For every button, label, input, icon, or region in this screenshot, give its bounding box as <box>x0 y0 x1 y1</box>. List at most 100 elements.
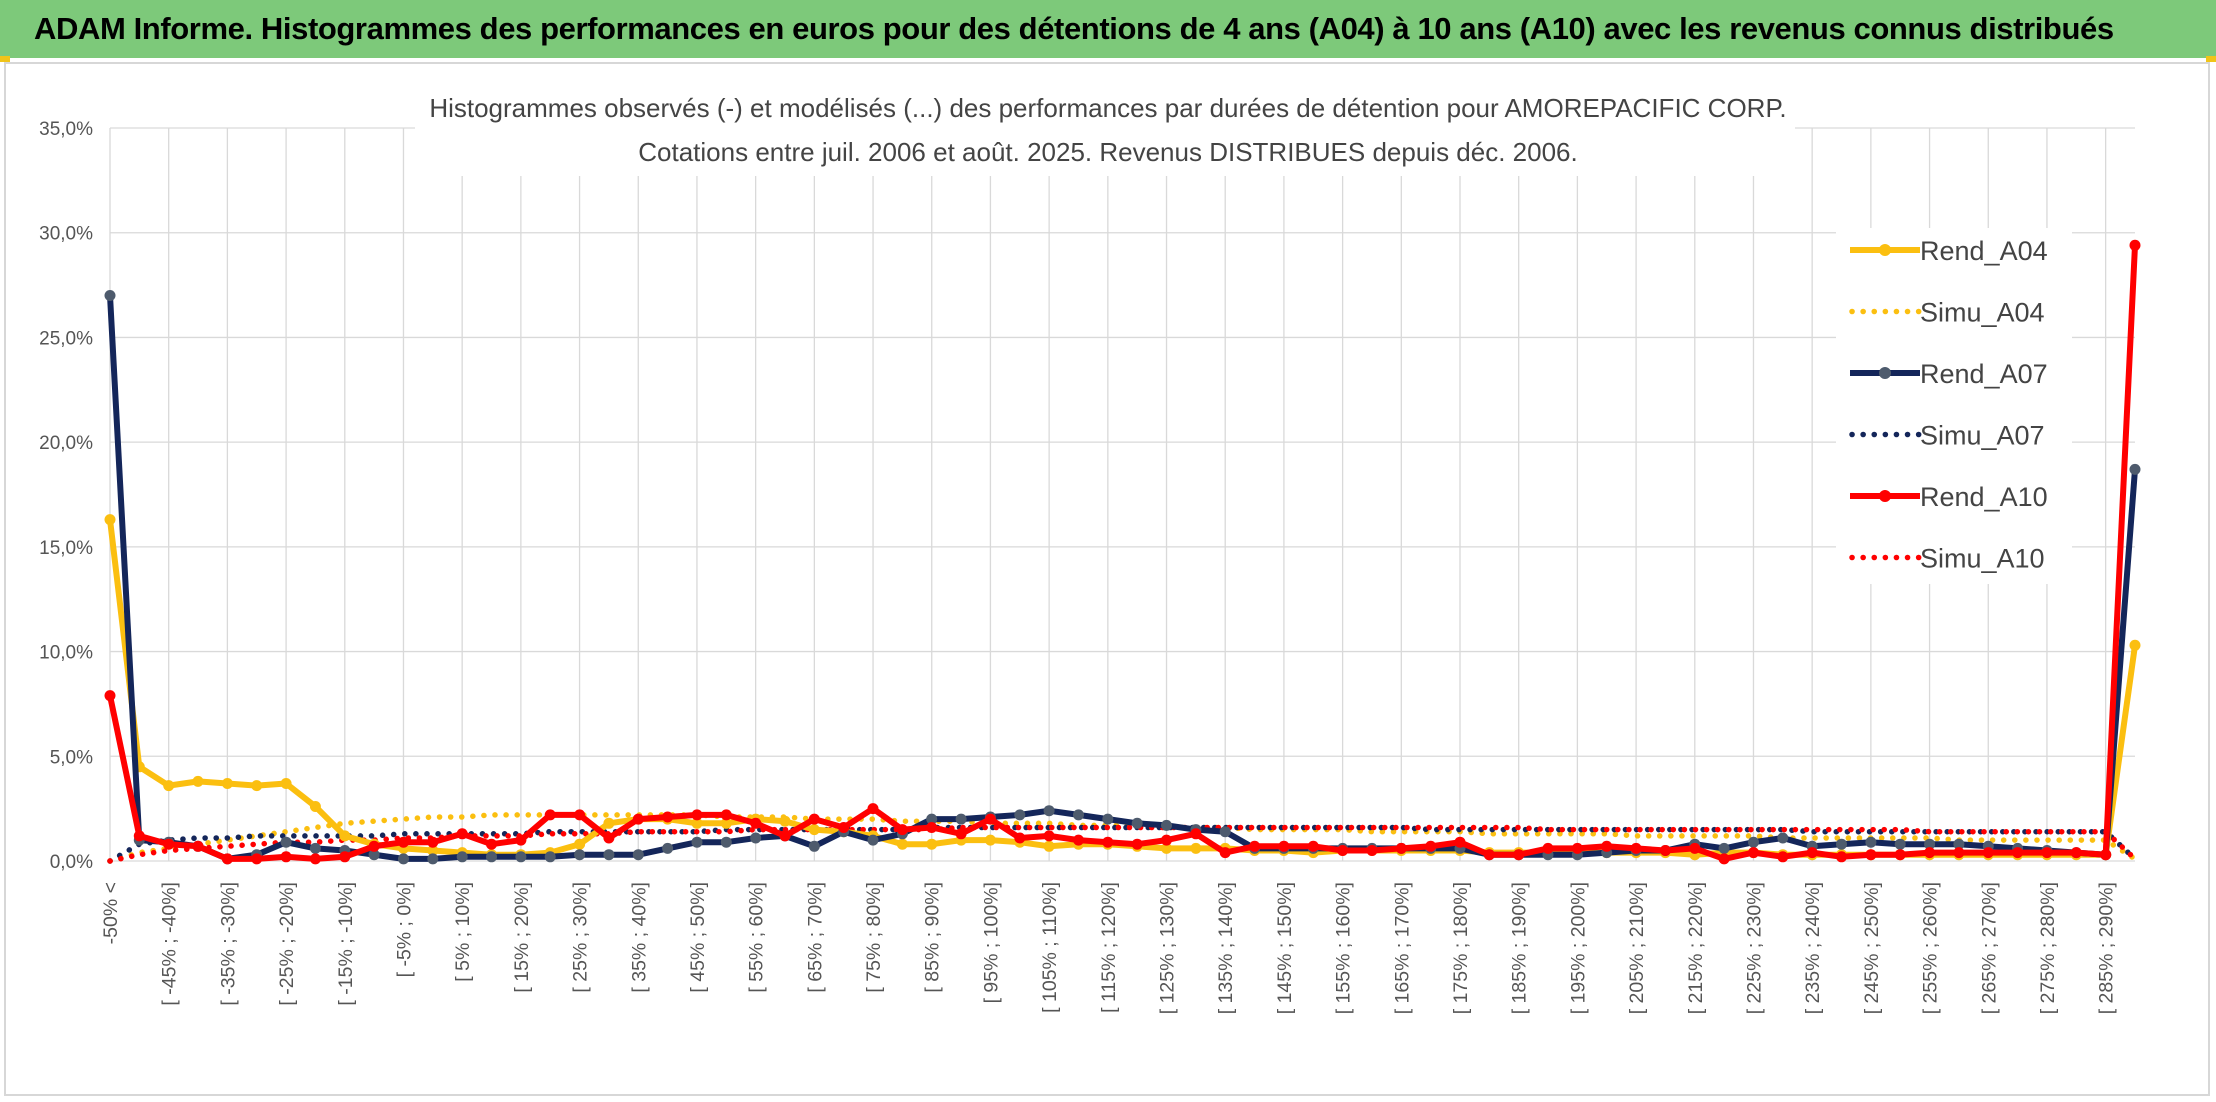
chart-title: Histogrammes observés (-) et modélisés (… <box>429 93 1786 123</box>
corner-mark-right <box>2206 56 2216 62</box>
data-point <box>104 290 116 301</box>
data-point <box>309 842 321 854</box>
data-point <box>1307 840 1319 852</box>
x-tick-label: [ 105% ; 110%] <box>1039 882 1061 1013</box>
x-tick-label: [ 235% ; 240%] <box>1802 882 1824 1014</box>
data-point <box>1131 817 1143 829</box>
x-tick-label: [ -15% ; -10%] <box>335 882 357 1006</box>
data-point <box>1014 809 1026 821</box>
data-point <box>1894 838 1906 850</box>
data-point <box>926 838 938 850</box>
data-point <box>163 838 175 850</box>
x-tick-label: [ 45% ; 50%] <box>687 882 709 993</box>
chart-subtitle: Cotations entre juil. 2006 et août. 2025… <box>638 137 1577 167</box>
data-point <box>720 836 732 848</box>
data-point <box>1924 838 1936 850</box>
x-tick-label: [ 55% ; 60%] <box>746 882 768 993</box>
data-point <box>779 830 791 842</box>
data-point <box>984 813 996 825</box>
series-rend-a04 <box>104 514 2141 861</box>
data-point <box>2100 849 2112 861</box>
data-point <box>603 832 615 844</box>
data-point <box>515 834 527 846</box>
data-point <box>1748 847 1759 859</box>
y-tick-label: 5,0% <box>50 747 93 768</box>
data-point <box>1161 819 1172 831</box>
series-rend-a10 <box>104 239 2141 865</box>
x-tick-label: [ 125% ; 130%] <box>1157 882 1179 1014</box>
data-point <box>1190 842 1202 854</box>
data-point <box>1073 809 1084 821</box>
data-point <box>2129 463 2141 475</box>
data-point <box>1718 842 1730 854</box>
data-point <box>574 849 586 861</box>
x-tick-label: [ 75% ; 80%] <box>863 882 885 993</box>
x-tick-label: [ 85% ; 90%] <box>922 882 944 993</box>
data-point <box>632 849 644 861</box>
series-line <box>107 295 2138 862</box>
x-tick-label: [ 255% ; 260%] <box>1920 882 1942 1014</box>
data-point <box>984 834 996 846</box>
data-point <box>1102 813 1114 825</box>
data-point <box>1219 847 1231 859</box>
chart-frame <box>4 62 2210 1096</box>
data-point <box>603 849 615 861</box>
data-point <box>192 840 204 852</box>
data-point <box>104 690 116 702</box>
data-point <box>1836 851 1847 863</box>
data-point <box>1865 849 1877 861</box>
data-point <box>691 809 703 821</box>
series-simu-a07 <box>107 824 2138 864</box>
data-point <box>427 853 439 865</box>
report-banner: ADAM Informe. Histogrammes des performan… <box>0 0 2216 58</box>
data-point <box>808 824 820 836</box>
legend-label: Simu_A10 <box>1920 544 2045 574</box>
data-point <box>251 853 263 865</box>
data-point <box>1043 830 1055 842</box>
data-point <box>309 853 321 865</box>
data-point <box>808 840 820 852</box>
data-point <box>1836 838 1847 850</box>
data-point <box>280 836 292 848</box>
x-tick-label: [ -35% ; -30%] <box>217 882 239 1006</box>
data-point <box>1953 838 1965 850</box>
x-tick-label: [ 35% ; 40%] <box>628 882 650 993</box>
x-tick-label: [ 115% ; 120%] <box>1098 882 1120 1013</box>
y-tick-label: 30,0% <box>39 224 93 245</box>
data-point <box>1190 828 1202 840</box>
data-point <box>1337 845 1349 856</box>
corner-mark-left <box>0 56 10 62</box>
chart-title-background <box>415 84 1795 176</box>
data-point <box>1043 840 1055 852</box>
data-point <box>838 822 850 833</box>
legend-label: Rend_A04 <box>1920 236 2048 266</box>
x-tick-label: [ 275% ; 280%] <box>2037 882 2059 1014</box>
x-tick-label: [ 95% ; 100%] <box>980 882 1002 1003</box>
data-point <box>2129 639 2141 651</box>
y-tick-label: 10,0% <box>39 643 93 664</box>
y-tick-label: 0,0% <box>50 852 93 873</box>
data-point <box>1689 842 1701 854</box>
legend-background <box>1836 228 2072 584</box>
data-point <box>1161 842 1172 854</box>
x-tick-label: [ 205% ; 210%] <box>1626 882 1648 1014</box>
data-point <box>1249 840 1261 852</box>
data-point <box>309 801 321 812</box>
data-point <box>544 851 556 863</box>
data-point <box>1777 851 1789 863</box>
y-tick-label: 15,0% <box>39 538 93 559</box>
data-point <box>427 845 439 856</box>
x-tick-label: [ 195% ; 200%] <box>1567 882 1589 1014</box>
data-point <box>221 778 233 789</box>
data-point <box>2129 239 2141 251</box>
x-tick-label: [ 215% ; 220%] <box>1685 882 1707 1014</box>
data-point <box>104 514 116 526</box>
data-point <box>163 780 175 792</box>
data-point <box>1102 836 1114 848</box>
data-point <box>720 809 732 821</box>
data-point <box>544 809 556 821</box>
report-title: ADAM Informe. Histogrammes des performan… <box>34 11 2114 46</box>
data-point <box>398 836 409 848</box>
data-point <box>1219 826 1231 838</box>
data-point <box>1924 847 1936 859</box>
